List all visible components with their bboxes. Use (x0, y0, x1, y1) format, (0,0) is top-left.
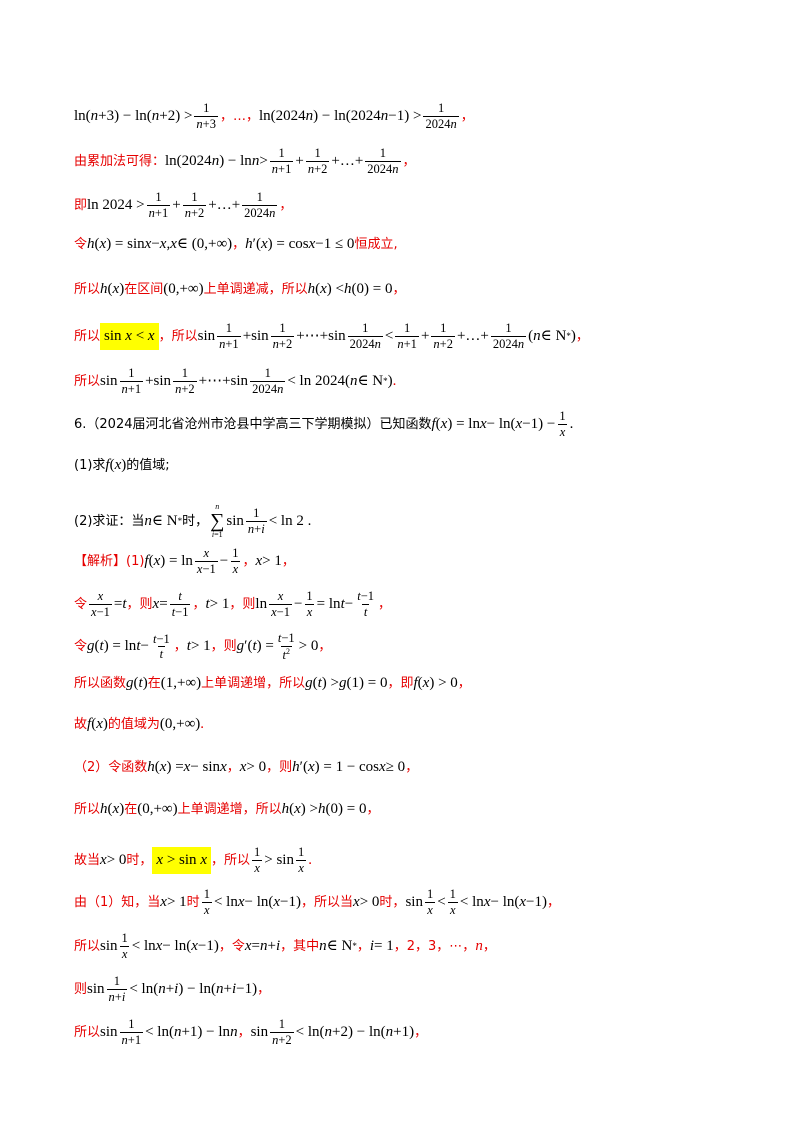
line-12: 令 x x−1 = t ，则 x = t t−1 ， t > 1 ，则 ln x x−1−1… (74, 589, 392, 619)
line-20: 所以 sin 1 x < ln x − ln(x −1) ，令 x = n + i ，其… (74, 931, 496, 961)
line-21: 则 sin 1 n+i < ln(n + i) − ln(n + i −1) ， (74, 974, 271, 1004)
highlight-x-gt-sinx: x > sin x (152, 846, 211, 874)
line-15: 故 f(x) 的值域为 (0,+∞). (74, 716, 205, 732)
highlight-sinx-lt-x: sin x < x (100, 322, 159, 350)
line-8-problem-6: 6.（2024届河北省沧州市沧县中学高三下学期模拟）已知函数 f(x) = ln… (74, 409, 574, 439)
line-11-analysis-1: 【解析】(1) f(x) = ln x x−1−1 x ， x > 1 ， (74, 546, 295, 576)
line-2: 由累加法可得： ln(2024 n) − ln n > 1 n+1 + 1 n+2 +…+… (74, 146, 416, 176)
line-5: 所以 h(x) 在区间 (0,+∞) 上单调递减，所以 h(x) < h (0) … (74, 281, 406, 297)
line-1: ln(n +3) − ln(n +2) > 1 n+3 ，…， ln(2024 n) −… (74, 101, 474, 131)
line-14: 所以函数 g(t) 在 (1,+∞) 上单调递增，所以 g(t) > g (1) … (74, 675, 471, 691)
line-16-part-2: （2）令函数 h(x) = x − sin x ， x > 0 ，则 h ′(x)… (74, 759, 419, 775)
line-10-part-2: (2)求证：当 n ∈ N * 时， n ∑ i=1 sin 1 n+i < ln 2 . (74, 502, 312, 539)
line-19: 由（1）知，当 x > 1 时 1 x < ln x − ln(x −1) ，所以当 … (74, 887, 561, 917)
line-7: 所以 sin 1 n+1 +sin 1 n+2 +⋯+sin 1 2024n < ln 2024(… (74, 366, 397, 396)
line-4: 令 h(x) = sin x − x, x ∈ (0,+∞)， h ′(x) = … (74, 236, 398, 252)
line-9-part-1: (1)求 f(x) 的值域; (74, 457, 170, 473)
line-6: 所以 sin x < x ，所以 sin 1 n+1 +sin 1 n+2 +⋯+sin 1 2… (74, 321, 589, 351)
line-3: 即 ln 2024 > 1 n+1 + 1 n+2 +…+ 1 2024n ， (74, 190, 293, 220)
line-13: 令 g(t) = ln t − t−1 t ， t > 1 ，则 g ′(t) = t−… (74, 631, 332, 662)
line-17: 所以 h(x) 在 (0,+∞) 上单调递增，所以 h(x) > h (0) = … (74, 801, 380, 817)
line-22: 所以 sin 1 n+1 < ln(n +1) − ln n ， sin 1 n+2 < ln… (74, 1017, 428, 1047)
line-18: 故当 x > 0 时， x > sin x ，所以 1 x > sin 1 x. (74, 845, 312, 875)
